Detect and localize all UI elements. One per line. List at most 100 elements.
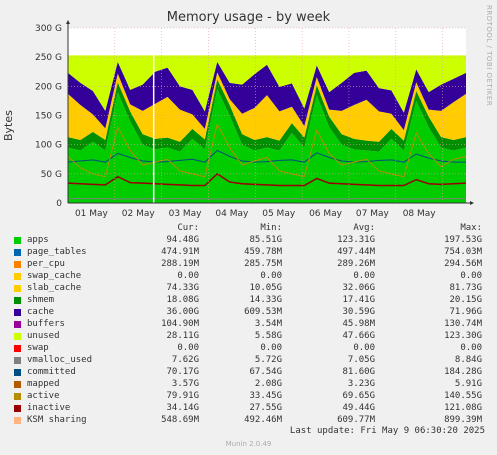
legend-row-swap-cache: swap_cache 0.00 0.00 0.00 0.00 <box>12 270 492 282</box>
x-tick-label: 06 May <box>309 209 343 219</box>
legend-row-page-tables: page_tables 474.91M 459.78M 497.44M 754.03M <box>12 246 492 258</box>
legend-avg: 123.31G <box>337 235 375 245</box>
legend-cur: 18.08G <box>166 295 199 305</box>
legend-cur: 3.57G <box>171 379 199 389</box>
legend-cur: 474.91M <box>161 247 199 257</box>
legend-swatch <box>14 249 21 256</box>
legend-swatch <box>14 261 21 268</box>
legend-avg: 3.23G <box>347 379 375 389</box>
legend-swatch <box>14 321 21 328</box>
legend-cur: 70.17G <box>166 367 199 377</box>
legend-max: 20.15G <box>449 295 482 305</box>
legend-max: 754.03M <box>444 247 482 257</box>
legend-header-min: Min: <box>260 223 282 233</box>
line-inactive <box>67 172 467 187</box>
legend-header-avg: Avg: <box>353 223 375 233</box>
legend-avg: 17.41G <box>342 295 375 305</box>
legend-min: 33.45G <box>249 391 282 401</box>
legend-row-cache: cache 36.00G 609.53M 30.59G 71.96G <box>12 306 492 318</box>
legend-min: 609.53M <box>244 307 282 317</box>
legend-max: 71.96G <box>449 307 482 317</box>
legend-cur: 94.48G <box>166 235 199 245</box>
legend-name: per_cpu <box>27 259 65 269</box>
line-committed <box>67 149 466 163</box>
legend-avg: 45.98M <box>342 319 375 329</box>
legend-max: 140.55G <box>444 391 482 401</box>
legend-name: cache <box>27 307 55 317</box>
legend-max: 130.74M <box>444 319 482 329</box>
x-tick-label: 07 May <box>356 209 390 219</box>
last-update: Last update: Fri May 9 06:30:20 2025 <box>289 426 485 436</box>
legend-name: committed <box>27 367 76 377</box>
legend-header-max: Max: <box>460 223 482 233</box>
y-tick-label: 50 G <box>41 170 62 180</box>
legend-avg: 609.77M <box>337 415 375 425</box>
legend-cur: 0.00 <box>177 343 199 353</box>
legend-row-apps: apps 94.48G 85.51G 123.31G 197.53G <box>12 234 492 246</box>
legend-max: 81.73G <box>449 283 482 293</box>
x-tick-label: 04 May <box>215 209 249 219</box>
y-tick-label: 250 G <box>35 53 62 63</box>
legend-swatch <box>14 405 21 412</box>
legend-avg: 49.44G <box>342 403 375 413</box>
legend-rows: apps 94.48G 85.51G 123.31G 197.53G page_table… <box>12 234 492 426</box>
legend-max: 294.56M <box>444 259 482 269</box>
legend-min: 0.00 <box>260 271 282 281</box>
legend-swatch <box>14 297 21 304</box>
legend-row-unused: unused 28.11G 5.58G 47.66G 123.30G <box>12 330 492 342</box>
x-axis-arrow <box>470 201 474 205</box>
legend-row-inactive: inactive 34.14G 27.55G 49.44G 121.08G <box>12 402 492 414</box>
legend-max: 5.91G <box>454 379 482 389</box>
legend-cur: 288.19M <box>161 259 199 269</box>
legend-name: active <box>27 391 60 401</box>
legend-name: page_tables <box>27 247 87 257</box>
legend-header-row: Cur: Min: Avg: Max: <box>12 222 492 234</box>
legend-avg: 0.00 <box>353 343 375 353</box>
area-cache <box>68 61 466 131</box>
legend-swatch <box>14 309 21 316</box>
legend-min: 67.54G <box>249 367 282 377</box>
legend-min: 459.78M <box>244 247 282 257</box>
legend-cur: 7.62G <box>171 355 199 365</box>
legend-max: 123.30G <box>444 331 482 341</box>
legend-name: slab_cache <box>27 283 82 293</box>
munin-version: Munin 2.0.49 <box>225 440 272 448</box>
legend-table: Cur: Min: Avg: Max: apps 94.48G 85.51G 123.… <box>12 222 492 426</box>
legend-swatch <box>14 357 21 364</box>
legend-name: swap_cache <box>27 271 82 281</box>
legend-cur: 28.11G <box>166 331 199 341</box>
legend-header-cur: Cur: <box>177 223 199 233</box>
area-apps <box>68 89 466 203</box>
x-tick-label: 08 May <box>403 209 437 219</box>
legend-max: 8.84G <box>454 355 482 365</box>
legend-swatch <box>14 237 21 244</box>
legend-avg: 0.00 <box>353 271 375 281</box>
legend-min: 0.00 <box>260 343 282 353</box>
y-tick-label: 0 <box>56 199 62 209</box>
legend-name: inactive <box>27 403 71 413</box>
legend-cur: 548.69M <box>161 415 199 425</box>
legend-swatch <box>14 273 21 280</box>
legend-min: 5.72G <box>254 355 282 365</box>
legend-row-ksm-sharing: KSM sharing 548.69M 492.46M 609.77M 899.39M <box>12 414 492 426</box>
legend-swatch <box>14 417 21 424</box>
legend-max: 197.53G <box>444 235 482 245</box>
legend-name: vmalloc_used <box>27 355 93 365</box>
legend-row-slab-cache: slab_cache 74.33G 10.05G 32.06G 81.73G <box>12 282 492 294</box>
legend-name: buffers <box>27 319 65 329</box>
legend-avg: 81.60G <box>342 367 375 377</box>
x-tick-label: 01 May <box>75 209 109 219</box>
y-tick-label: 150 G <box>35 112 62 122</box>
legend-avg: 289.26M <box>337 259 375 269</box>
legend-min: 492.46M <box>244 415 282 425</box>
legend-avg: 30.59G <box>342 307 375 317</box>
legend-max: 121.08G <box>444 403 482 413</box>
legend-avg: 7.05G <box>347 355 375 365</box>
legend-swatch <box>14 285 21 292</box>
legend-min: 5.58G <box>254 331 282 341</box>
legend-name: swap <box>27 343 49 353</box>
legend-min: 285.75M <box>244 259 282 269</box>
area-slab-cache <box>68 72 466 142</box>
memory-chart: 0 50 G 100 G 150 G 200 G 250 G 300 G 01 May 02 M… <box>35 20 474 219</box>
legend-avg: 47.66G <box>342 331 375 341</box>
